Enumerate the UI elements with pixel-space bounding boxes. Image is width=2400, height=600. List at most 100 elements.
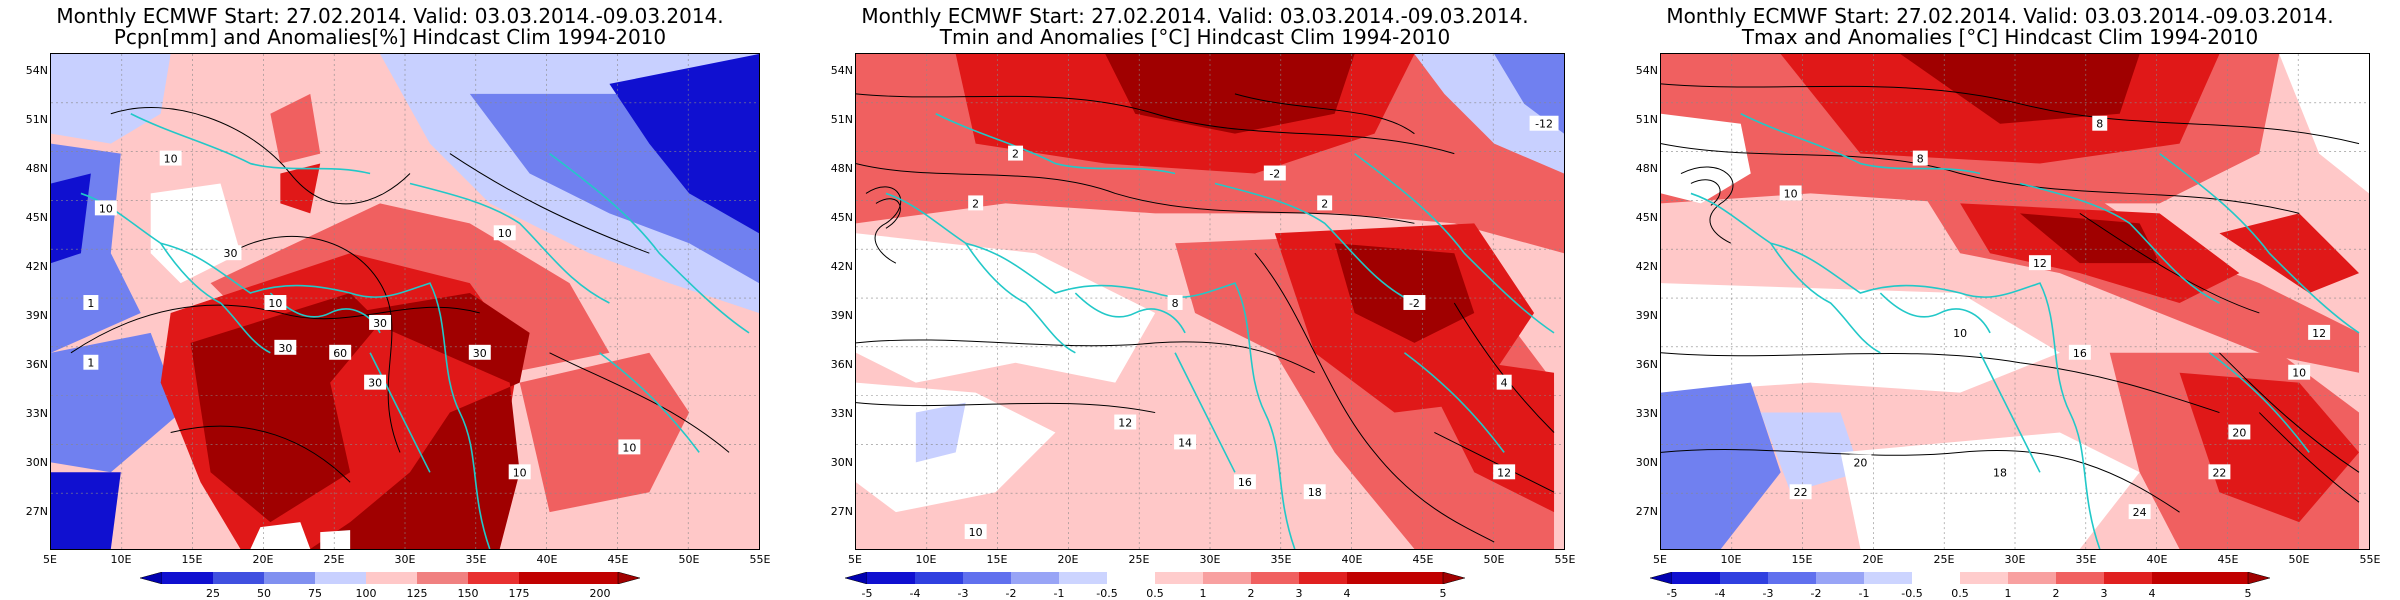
svg-text:-2: -2 xyxy=(1409,297,1420,310)
contour-label: 30 xyxy=(369,314,392,330)
lat-tick: 39N xyxy=(830,309,853,322)
lon-tick: 40E xyxy=(536,553,558,566)
svg-text:30: 30 xyxy=(473,347,487,360)
lon-tick: 5E xyxy=(1653,553,1667,566)
lon-tick: 30E xyxy=(1199,553,1221,566)
contour-label: -2 xyxy=(1263,165,1286,181)
svg-text:10: 10 xyxy=(99,202,113,215)
svg-text:2: 2 xyxy=(1321,197,1328,210)
lon-tick: 30E xyxy=(2004,553,2026,566)
svg-text:4: 4 xyxy=(1501,377,1508,390)
colorbar-label: -4 xyxy=(1714,587,1726,600)
svg-text:12: 12 xyxy=(2312,327,2326,340)
lon-tick: 10E xyxy=(915,553,937,566)
lon-tick: 15E xyxy=(986,553,1008,566)
contour-label: 18 xyxy=(1989,464,2012,479)
colorbar-label: -1 xyxy=(1858,587,1870,600)
svg-text:20: 20 xyxy=(1853,456,1867,469)
contour-label: 30 xyxy=(219,245,242,260)
lat-tick: 51N xyxy=(25,113,48,126)
svg-text:2: 2 xyxy=(972,197,979,210)
contour-label: 10 xyxy=(493,225,516,240)
lon-tick: 25E xyxy=(323,553,345,566)
svg-text:30: 30 xyxy=(278,342,292,355)
svg-text:-2: -2 xyxy=(1269,168,1280,181)
lat-tick: 51N xyxy=(830,113,853,126)
colorbar-label: 0.5 xyxy=(1146,587,1164,600)
lon-tick: 45E xyxy=(607,553,629,566)
contour-label: 12 xyxy=(1493,464,1516,479)
lat-tick: 45N xyxy=(25,211,48,224)
lat-tick: 30N xyxy=(25,456,48,469)
contour-label: 2 xyxy=(968,195,984,210)
panel-tmax: Monthly ECMWF Start: 27.02.2014. Valid: … xyxy=(1610,0,2390,600)
lat-tick: 33N xyxy=(830,407,853,420)
lat-tick: 45N xyxy=(1635,211,1658,224)
panel-precipitation: Monthly ECMWF Start: 27.02.2014. Valid: … xyxy=(0,0,780,600)
lat-tick: 33N xyxy=(1635,407,1658,420)
colorbar-label: 5 xyxy=(1439,587,1447,600)
contour-label: 10 xyxy=(618,439,641,454)
colorbar-label: 4 xyxy=(2148,587,2156,600)
colorbar-label: -2 xyxy=(1810,587,1822,600)
panel-title-line2: Tmin and Anomalies [°C] Hindcast Clim 19… xyxy=(939,25,1451,49)
contour-label: 10 xyxy=(1949,324,1972,340)
svg-text:8: 8 xyxy=(1917,153,1924,166)
lat-tick: 27N xyxy=(1635,505,1658,518)
lon-tick: 30E xyxy=(394,553,416,566)
contour-label: 24 xyxy=(2128,504,2151,519)
colorbar-label: 175 xyxy=(508,587,530,600)
panel-title-line2: Tmax and Anomalies [°C] Hindcast Clim 19… xyxy=(1741,25,2259,49)
colorbar-label: 25 xyxy=(206,587,220,600)
lat-tick: 30N xyxy=(1635,456,1658,469)
svg-text:10: 10 xyxy=(1953,327,1967,340)
svg-text:30: 30 xyxy=(373,317,387,330)
colorbar-label: 2 xyxy=(1247,587,1255,600)
svg-text:1: 1 xyxy=(87,357,94,370)
lat-tick: 48N xyxy=(25,162,48,175)
lon-tick: 35E xyxy=(2075,553,2097,566)
colorbar xyxy=(845,572,1465,584)
contour-label: 20 xyxy=(2228,424,2251,439)
colorbar-label: 200 xyxy=(589,587,611,600)
panel-tmin: Monthly ECMWF Start: 27.02.2014. Valid: … xyxy=(805,0,1585,600)
contour-label: 8 xyxy=(1912,150,1928,166)
lon-tick: 15E xyxy=(181,553,203,566)
svg-text:14: 14 xyxy=(1178,436,1192,449)
svg-text:10: 10 xyxy=(969,526,983,539)
colorbar-label: 125 xyxy=(406,587,428,600)
lat-tick: 45N xyxy=(830,211,853,224)
lat-tick: 33N xyxy=(25,407,48,420)
lon-tick: 55E xyxy=(749,553,771,566)
svg-text:10: 10 xyxy=(498,227,512,240)
lon-tick: 50E xyxy=(2288,553,2310,566)
contour-label: 30 xyxy=(364,374,387,390)
colorbar-label: -0.5 xyxy=(1096,587,1118,600)
lon-tick: 35E xyxy=(465,553,487,566)
lat-tick: 30N xyxy=(830,456,853,469)
lat-tick: 42N xyxy=(830,260,853,273)
lon-tick: 15E xyxy=(1791,553,1813,566)
contour-label: 10 xyxy=(508,464,531,479)
lon-tick: 5E xyxy=(43,553,57,566)
svg-text:10: 10 xyxy=(2292,367,2306,380)
contour-label: 12 xyxy=(2028,255,2051,270)
tmin-anomaly-map: 2 2 -2 -12 2 -2 4 8 12 14 16 18 10 12 xyxy=(855,53,1565,550)
contour-label: 2 xyxy=(1008,145,1024,161)
svg-text:8: 8 xyxy=(2096,118,2103,131)
colorbar-label: 4 xyxy=(1343,587,1351,600)
svg-text:10: 10 xyxy=(622,441,636,454)
contour-label: 18 xyxy=(1303,484,1326,499)
lat-tick: 27N xyxy=(25,505,48,518)
contour-label: -2 xyxy=(1403,295,1426,310)
svg-text:10: 10 xyxy=(1784,187,1798,200)
lon-tick: 25E xyxy=(1128,553,1150,566)
lon-tick: 20E xyxy=(1862,553,1884,566)
contour-label: 10 xyxy=(964,524,987,539)
colorbar-label: 1 xyxy=(1199,587,1207,600)
contour-label: 60 xyxy=(329,344,352,360)
svg-text:10: 10 xyxy=(164,153,178,166)
lat-tick: 54N xyxy=(830,64,853,77)
svg-text:-12: -12 xyxy=(1535,118,1553,131)
contour-label: 10 xyxy=(159,150,182,166)
